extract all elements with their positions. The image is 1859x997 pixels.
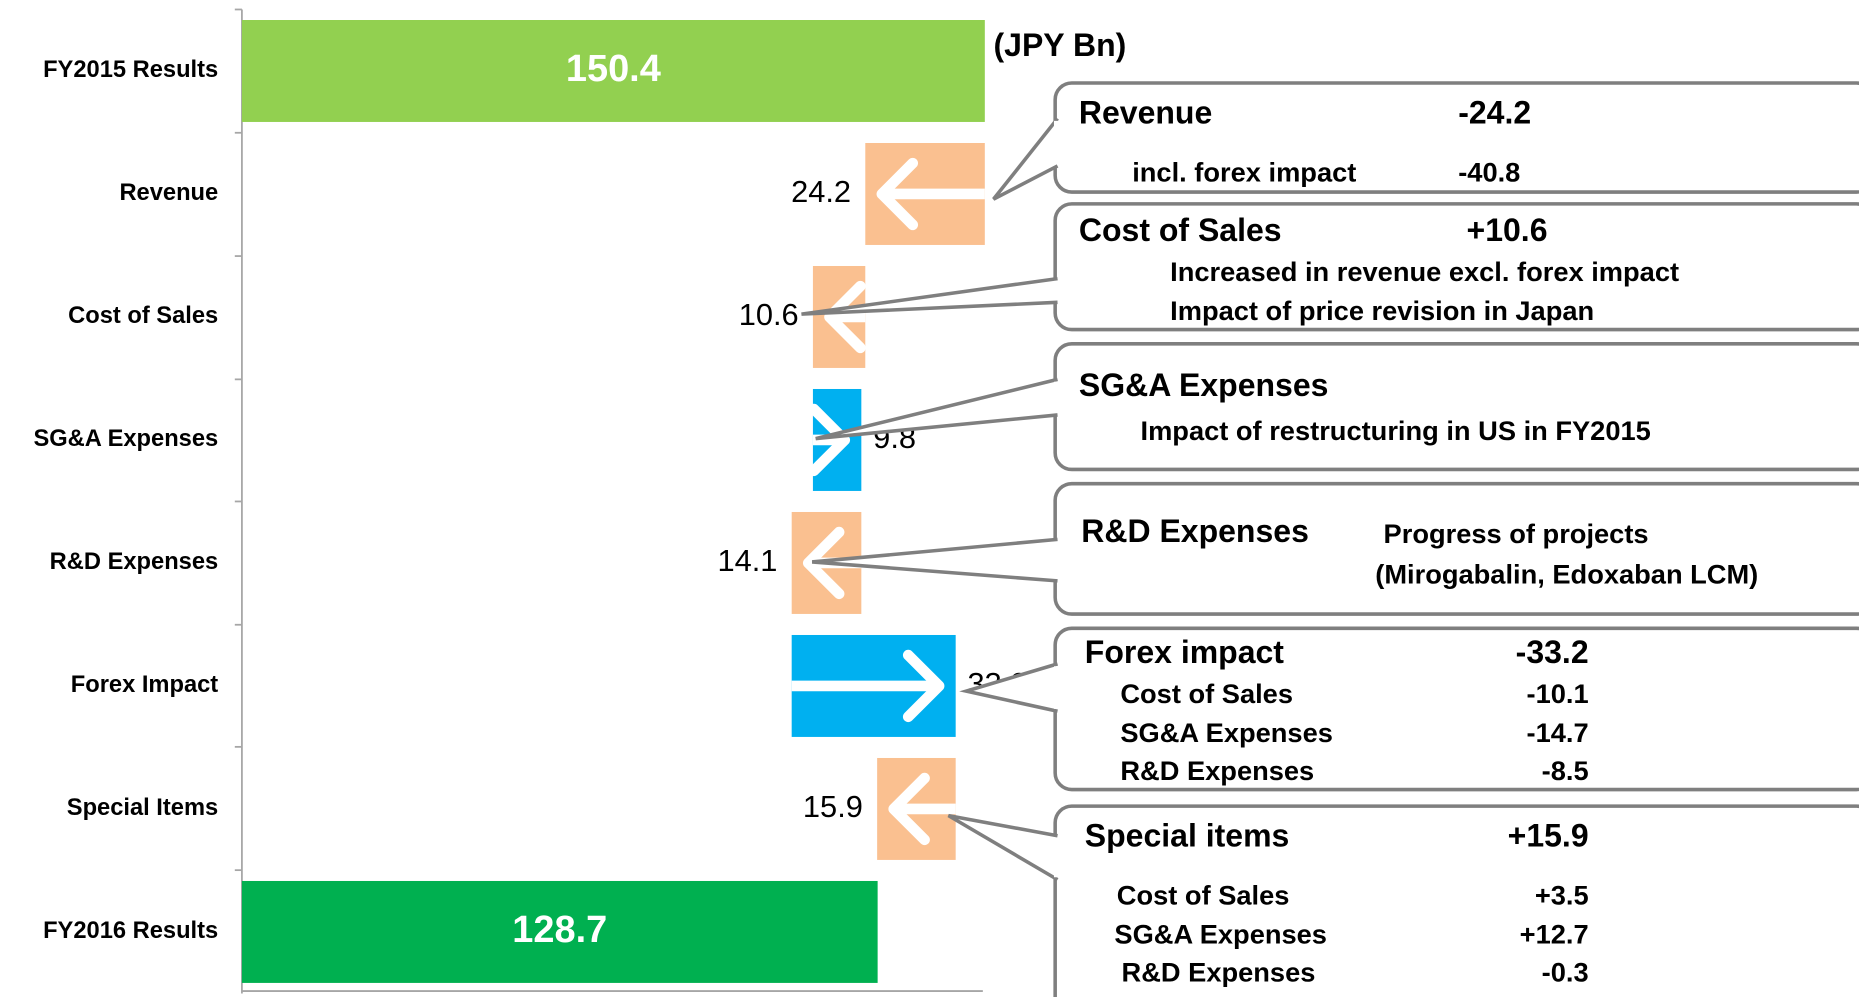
arrow-head [888, 772, 930, 846]
callout-value: -24.2 [1458, 94, 1531, 130]
callout: Special items +15.9 Cost of Sales +3.5 S… [947, 804, 1859, 997]
category-label: FY2016 Results [43, 918, 218, 944]
callout-line-value: -14.7 [1527, 717, 1589, 748]
axes [234, 8, 983, 994]
value-label: 10.6 [739, 297, 799, 332]
value-label: 24.2 [791, 174, 851, 209]
value-label: 150.4 [566, 48, 661, 90]
callout: Cost of Sales +10.6 Increased in revenue… [801, 202, 1859, 332]
callout-box [1053, 342, 1859, 472]
category-label: FY2015 Results [43, 57, 218, 83]
callout-line: incl. forex impact [1132, 156, 1356, 187]
value-label: 128.7 [512, 909, 607, 951]
value-label: 15.9 [803, 789, 863, 824]
arrow-head [808, 403, 851, 477]
callout-title: Special items [1085, 818, 1290, 854]
arrow-head [802, 526, 845, 600]
callout-line-value: -40.8 [1458, 156, 1520, 187]
callout-line-value: +3.5 [1535, 880, 1589, 911]
bar [241, 20, 985, 122]
callout-title: Revenue [1079, 94, 1212, 130]
callout-line: SG&A Expenses [1114, 919, 1327, 950]
callout-line: SG&A Expenses [1120, 717, 1333, 748]
callout-value: +15.9 [1508, 818, 1589, 854]
callout-line-value: -10.1 [1527, 678, 1589, 709]
callout-line: (Mirogabalin, Edoxaban LCM) [1375, 558, 1758, 589]
callout: R&D Expenses Progress of projects (Mirog… [811, 481, 1859, 616]
arrow-head [876, 157, 919, 231]
callout-pointer [801, 276, 1058, 316]
callout-line: R&D Expenses [1120, 755, 1314, 786]
category-label: Revenue [119, 180, 218, 206]
callout: SG&A Expenses Impact of restructuring in… [815, 342, 1859, 472]
value-label: 14.1 [717, 543, 777, 578]
category-label: Forex Impact [71, 672, 219, 698]
callout-line: Cost of Sales [1120, 678, 1293, 709]
callout-line: Increased in revenue excl. forex impact [1170, 256, 1679, 287]
unit-label: (JPY Bn) [994, 27, 1127, 63]
category-label: R&D Expenses [50, 549, 219, 575]
category-label: Special Items [67, 795, 218, 821]
callout-pointer [947, 813, 1059, 882]
callout-line: R&D Expenses [1122, 957, 1316, 988]
callout-title: Forex impact [1085, 634, 1285, 670]
callout-title: SG&A Expenses [1079, 367, 1329, 403]
callout-pointer [992, 117, 1059, 201]
category-label: SG&A Expenses [33, 426, 218, 452]
bar [241, 880, 878, 983]
callout-line-value: -0.3 [1542, 957, 1589, 988]
callout-line-value: +12.7 [1520, 919, 1589, 950]
callout-line: Impact of price revision in Japan [1170, 295, 1594, 326]
callout-title: R&D Expenses [1081, 513, 1309, 549]
callout-line: Progress of projects [1384, 518, 1649, 549]
callout-pointer [815, 377, 1058, 441]
callout-box [1053, 804, 1859, 997]
callout-line: Cost of Sales [1117, 880, 1290, 911]
callout-line-value: -8.5 [1542, 755, 1589, 786]
callout-pointer [959, 662, 1059, 714]
callout-box [1053, 202, 1859, 332]
callout-title: Cost of Sales [1079, 212, 1282, 248]
callout-value: -33.2 [1516, 634, 1589, 670]
arrow-head [824, 280, 866, 354]
callout-pointer [811, 537, 1058, 583]
callout: Revenue -24.2 incl. forex impact -40.8 [992, 81, 1859, 201]
arrow-head [902, 649, 945, 723]
callout-line: Impact of restructuring in US in FY2015 [1141, 415, 1651, 446]
category-label: Cost of Sales [68, 303, 218, 329]
callout-value: +10.6 [1467, 212, 1548, 248]
callout: Forex impact -33.2 Cost of Sales -10.1 S… [959, 626, 1859, 792]
